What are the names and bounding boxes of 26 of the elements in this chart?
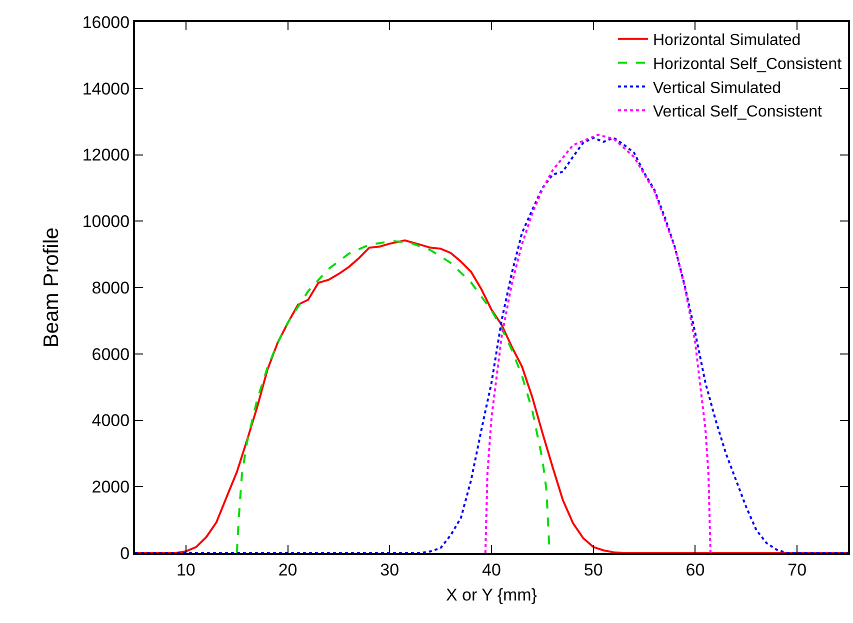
x-tick-label: 10 <box>176 560 196 580</box>
y-tick-label: 0 <box>120 544 130 563</box>
legend-label: Horizontal Self_Consistent <box>653 56 842 73</box>
y-tick-label: 2000 <box>92 478 130 497</box>
line-series <box>484 134 712 553</box>
legend-label: Horizontal Simulated <box>653 32 801 50</box>
x-tick-label: 60 <box>686 560 705 580</box>
x-tick-label: 50 <box>584 560 603 580</box>
y-tick-label: 16000 <box>82 12 130 32</box>
y-tick-label: 8000 <box>92 278 130 298</box>
legend-label: Vertical Self_Consistent <box>653 104 823 121</box>
y-tick-label: 10000 <box>82 212 130 232</box>
x-tick-label: 30 <box>380 560 400 580</box>
line-series <box>236 240 551 553</box>
line-series <box>135 136 848 553</box>
y-tick-label: 12000 <box>82 146 130 165</box>
x-tick-label: 20 <box>278 560 298 580</box>
x-axis-title: X or Y {mm} <box>446 585 538 604</box>
x-tick-label: 70 <box>788 560 807 580</box>
legend-label: Vertical Simulated <box>653 80 782 97</box>
y-axis-title: Beam Profile <box>40 227 63 348</box>
line-series <box>135 239 848 553</box>
y-tick-label: 14000 <box>82 79 130 98</box>
x-tick-label: 40 <box>482 560 501 580</box>
y-tick-label: 6000 <box>92 344 130 364</box>
y-tick-label: 4000 <box>92 411 130 430</box>
